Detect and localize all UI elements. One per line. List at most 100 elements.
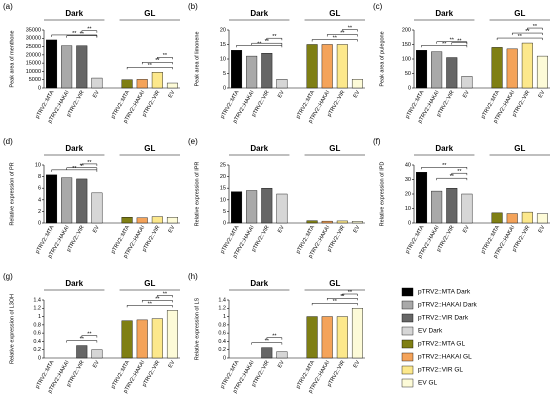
x-tick-label: EV — [353, 224, 362, 234]
legend-swatch — [401, 352, 414, 362]
group-label: Dark — [250, 144, 268, 153]
significance-bracket — [527, 27, 543, 31]
panel-label: (g) — [3, 272, 13, 281]
y-tick-label: 0.8 — [218, 322, 226, 328]
bar — [461, 76, 473, 89]
y-tick-label: 0 — [38, 355, 41, 361]
significance-bracket — [126, 67, 173, 70]
bar — [306, 316, 318, 359]
y-tick-label: 4 — [38, 197, 41, 203]
legend-label: pTRV2::VIR GL — [418, 367, 463, 374]
group-label: GL — [144, 144, 155, 153]
y-tick-label: 0 — [223, 355, 226, 361]
y-tick-label: 20 — [220, 174, 226, 180]
y-tick-label: 0.6 — [218, 331, 226, 337]
panel-label: (f) — [373, 137, 381, 146]
y-tick-label: 30 — [405, 177, 411, 183]
bar — [521, 211, 533, 224]
y-tick-label: 2 — [38, 209, 41, 215]
group-label: GL — [144, 9, 155, 18]
significance-bracket — [266, 37, 283, 41]
significance-bracket — [342, 293, 358, 296]
bar — [536, 55, 548, 89]
significance-label: ** — [148, 301, 153, 307]
significance-bracket — [81, 30, 98, 33]
y-axis-label: Peak area of limonene — [194, 31, 200, 86]
significance-bracket — [511, 32, 543, 36]
legend-label: EV Dark — [418, 328, 443, 335]
significance-bracket — [157, 295, 173, 298]
y-tick-label: 1.2 — [33, 306, 41, 312]
legend-swatch — [401, 378, 414, 388]
legend-swatch — [401, 326, 414, 336]
significance-label: ** — [87, 332, 92, 338]
significance-label: ** — [457, 169, 462, 175]
bar — [261, 53, 273, 89]
x-tick-label: EV — [462, 89, 471, 99]
significance-label: ** — [80, 164, 85, 170]
y-tick-label: 0.2 — [218, 347, 226, 353]
bar — [416, 172, 428, 224]
significance-bracket — [251, 42, 283, 46]
bar — [336, 316, 348, 359]
bar — [166, 82, 178, 89]
significance-label: ** — [163, 291, 168, 297]
significance-bracket — [451, 172, 468, 176]
y-axis-label: Relative expression of IPD — [379, 162, 385, 227]
legend-swatch — [401, 300, 414, 310]
bar — [351, 308, 363, 359]
significance-bracket — [126, 305, 173, 308]
bar — [121, 216, 133, 224]
y-tick-label: 0 — [408, 85, 411, 91]
significance-bracket — [66, 340, 98, 343]
y-tick-label: 0 — [223, 220, 226, 226]
bar — [231, 50, 243, 89]
bar — [321, 44, 333, 89]
significance-label: ** — [442, 41, 447, 47]
y-tick-label: 35000 — [26, 27, 41, 33]
bar — [166, 310, 178, 359]
bar — [136, 217, 148, 224]
bar — [536, 213, 548, 224]
group-label: GL — [514, 144, 525, 153]
y-tick-label: 0 — [408, 220, 411, 226]
y-tick-label: 10 — [220, 197, 226, 203]
significance-label: ** — [348, 25, 353, 31]
bar — [306, 220, 318, 224]
group-label: Dark — [250, 279, 268, 288]
y-tick-label: 200 — [402, 27, 411, 33]
significance-label: ** — [348, 290, 353, 296]
x-tick-label: EV — [462, 224, 471, 234]
significance-label: ** — [87, 160, 92, 166]
bar — [46, 174, 58, 224]
y-tick-label: 10 — [220, 56, 226, 62]
bar — [336, 220, 348, 224]
bar — [91, 349, 103, 359]
bar — [446, 57, 458, 89]
significance-bracket — [51, 169, 98, 172]
y-tick-label: 20000 — [26, 52, 41, 58]
y-tick-label: 0 — [38, 220, 41, 226]
x-tick-label: EV — [353, 359, 362, 369]
bar — [76, 178, 88, 224]
bar — [491, 212, 503, 224]
significance-bracket — [311, 303, 358, 306]
significance-label: ** — [272, 334, 277, 340]
y-tick-label: 0.4 — [33, 339, 41, 345]
y-tick-label: 5 — [223, 71, 226, 77]
significance-label: ** — [340, 30, 345, 36]
bar — [91, 77, 103, 89]
significance-bracket — [311, 39, 358, 42]
y-tick-label: 20 — [405, 191, 411, 197]
significance-bracket — [81, 163, 98, 166]
bar — [416, 50, 428, 89]
significance-label: ** — [340, 294, 345, 300]
significance-bracket — [342, 29, 358, 32]
y-tick-label: 15 — [220, 186, 226, 192]
y-tick-label: 10 — [35, 162, 41, 168]
significance-bracket — [421, 167, 468, 170]
legend-label: pTRV2::VIR Dark — [418, 315, 469, 322]
group-label: GL — [329, 144, 340, 153]
significance-label: ** — [80, 337, 85, 343]
legend-swatch — [401, 339, 414, 349]
